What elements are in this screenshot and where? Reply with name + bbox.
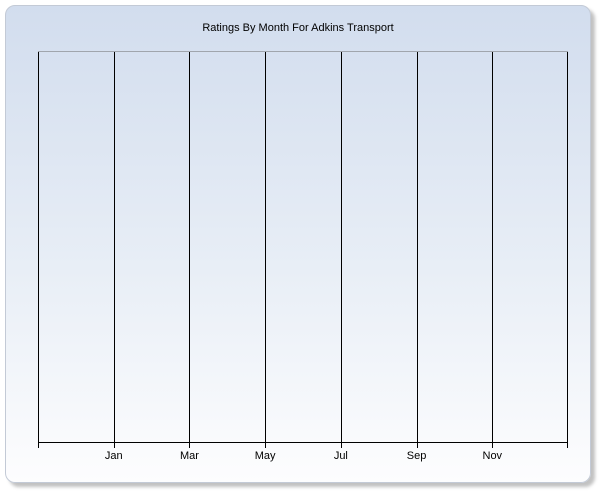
- gridline: [340, 52, 342, 442]
- x-axis-tick: [492, 443, 494, 448]
- gridline: [416, 52, 418, 442]
- gridline: [189, 52, 191, 442]
- gridline: [38, 52, 39, 442]
- x-axis-label: Mar: [179, 450, 199, 462]
- x-axis-tick: [38, 443, 39, 448]
- gridline: [265, 52, 267, 442]
- x-axis-label: May: [254, 450, 276, 462]
- x-axis-ticks: [38, 443, 568, 449]
- x-axis-tick: [265, 443, 267, 448]
- x-axis-label: Sep: [406, 450, 427, 462]
- x-axis-label: Jul: [333, 450, 348, 462]
- gridline: [492, 52, 494, 442]
- x-axis-tick: [113, 443, 115, 448]
- x-axis-tick: [189, 443, 191, 448]
- x-axis-labels: Jan Mar May Jul Sep Nov: [38, 450, 568, 464]
- x-axis-tick: [340, 443, 342, 448]
- x-axis-tick: [567, 443, 568, 448]
- chart-panel: Ratings By Month For Adkins Transport Ja…: [5, 5, 591, 483]
- x-axis-label: Jan: [104, 450, 123, 462]
- gridlines-layer: [38, 52, 568, 442]
- gridline: [567, 52, 568, 442]
- x-axis-tick: [416, 443, 418, 448]
- x-axis-label: Nov: [482, 450, 503, 462]
- gridline: [113, 52, 115, 442]
- chart-title: Ratings By Month For Adkins Transport: [202, 22, 394, 34]
- plot-area: Jan Mar May Jul Sep Nov: [38, 51, 568, 462]
